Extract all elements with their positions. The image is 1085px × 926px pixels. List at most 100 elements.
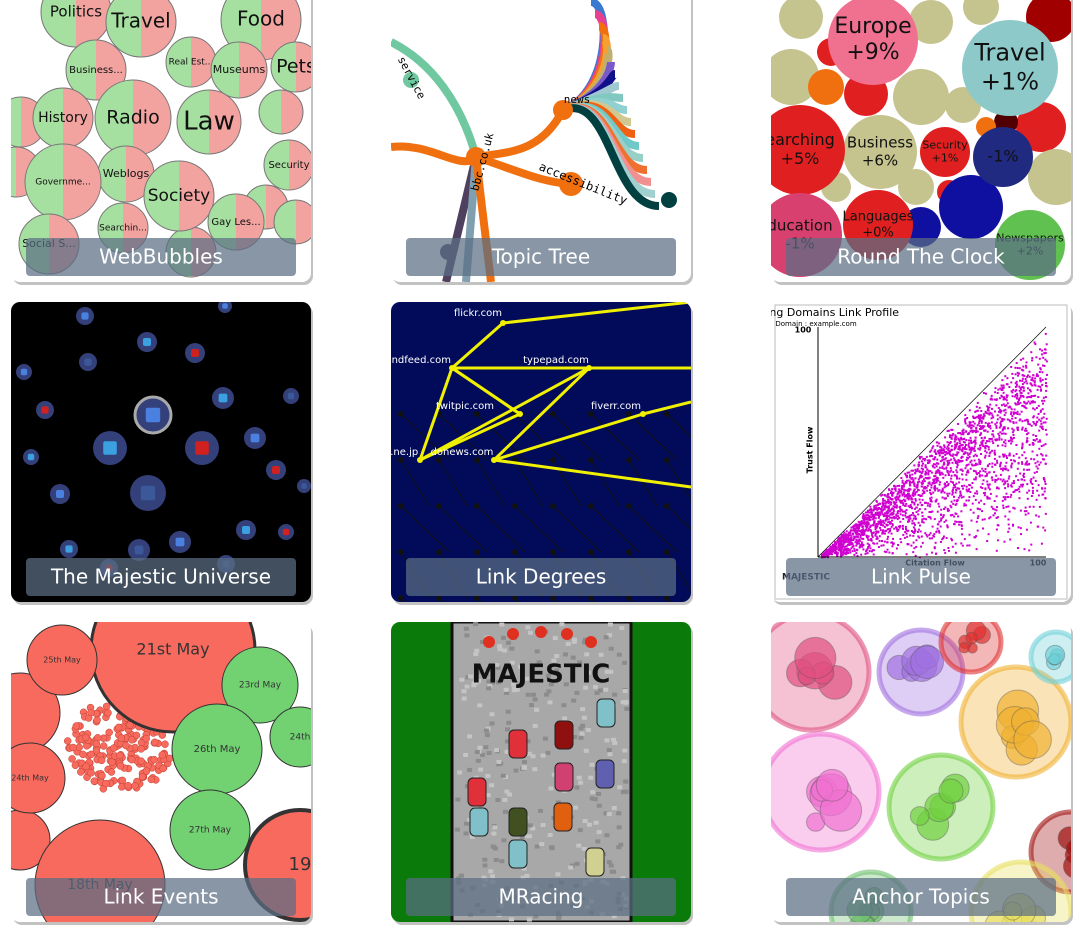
point bbox=[892, 512, 895, 515]
point bbox=[962, 433, 965, 436]
tile[interactable]: The Majestic Universe bbox=[11, 299, 311, 602]
point bbox=[1044, 378, 1047, 381]
point bbox=[864, 552, 867, 555]
link bbox=[502, 302, 691, 325]
point bbox=[903, 482, 906, 485]
point bbox=[874, 504, 877, 507]
point bbox=[925, 501, 928, 504]
point bbox=[1008, 510, 1011, 513]
bubble bbox=[843, 115, 917, 189]
point bbox=[998, 455, 1001, 458]
point bbox=[1030, 424, 1033, 427]
point bbox=[1003, 498, 1006, 501]
point bbox=[861, 543, 864, 546]
point bbox=[861, 537, 864, 540]
speckle bbox=[521, 765, 527, 770]
point bbox=[1018, 367, 1021, 370]
point bbox=[1010, 381, 1013, 384]
speckle bbox=[526, 917, 532, 922]
point bbox=[979, 428, 981, 430]
speckle bbox=[489, 680, 495, 685]
point bbox=[960, 443, 963, 446]
point bbox=[972, 415, 975, 418]
point bbox=[976, 492, 979, 495]
point bbox=[953, 523, 956, 526]
point bbox=[957, 437, 960, 440]
point bbox=[949, 504, 952, 507]
point bbox=[911, 477, 914, 480]
point bbox=[944, 484, 947, 487]
point bbox=[924, 470, 927, 473]
point bbox=[945, 466, 948, 469]
point bbox=[882, 513, 884, 516]
point bbox=[1045, 389, 1048, 392]
point bbox=[1030, 395, 1033, 397]
point bbox=[1042, 526, 1045, 529]
point bbox=[910, 469, 913, 472]
point bbox=[891, 507, 894, 510]
speckle bbox=[580, 707, 586, 712]
point bbox=[1010, 437, 1013, 440]
point bbox=[959, 442, 961, 445]
point bbox=[884, 504, 887, 507]
subtopic bbox=[1076, 832, 1085, 860]
point bbox=[923, 517, 926, 520]
point bbox=[1006, 457, 1008, 459]
point bbox=[845, 530, 848, 533]
point bbox=[999, 411, 1002, 414]
subtopic bbox=[794, 636, 837, 680]
point bbox=[1044, 358, 1047, 361]
point bbox=[859, 534, 862, 537]
point bbox=[951, 428, 954, 431]
speckle bbox=[481, 875, 487, 880]
link bbox=[642, 400, 691, 416]
point bbox=[1042, 421, 1045, 424]
point bbox=[959, 468, 962, 471]
point bbox=[947, 474, 950, 476]
point bbox=[934, 475, 937, 478]
point bbox=[913, 522, 916, 525]
point bbox=[986, 430, 989, 433]
point bbox=[882, 544, 885, 547]
point bbox=[1037, 515, 1040, 518]
node bbox=[553, 100, 573, 120]
point bbox=[827, 551, 830, 554]
point bbox=[1016, 427, 1019, 430]
point bbox=[913, 532, 916, 534]
point bbox=[1005, 455, 1008, 457]
tile-title: Link Degrees bbox=[476, 565, 607, 589]
point bbox=[1012, 421, 1015, 423]
point bbox=[971, 482, 974, 484]
point bbox=[929, 503, 932, 506]
point bbox=[853, 536, 856, 539]
speckle bbox=[461, 696, 467, 701]
point bbox=[907, 516, 910, 519]
point bbox=[863, 521, 866, 524]
point bbox=[1029, 423, 1031, 426]
tile[interactable]: Europe+9% Travel+1%Business+6%Security+1%… bbox=[755, 0, 1084, 282]
point bbox=[972, 420, 975, 423]
point bbox=[850, 547, 853, 550]
point bbox=[904, 494, 907, 497]
speckle bbox=[489, 721, 495, 726]
node bbox=[466, 147, 486, 167]
speckle bbox=[576, 843, 582, 848]
point bbox=[891, 488, 894, 491]
point bbox=[1012, 454, 1015, 457]
car bbox=[595, 759, 615, 789]
point bbox=[910, 530, 913, 532]
point bbox=[988, 517, 991, 520]
tile[interactable]: Anchor Topics bbox=[753, 612, 1085, 926]
speckle bbox=[572, 637, 578, 642]
speckle bbox=[480, 640, 485, 644]
point bbox=[994, 463, 996, 466]
point bbox=[868, 516, 871, 519]
point bbox=[1020, 410, 1023, 413]
point bbox=[1005, 383, 1008, 386]
